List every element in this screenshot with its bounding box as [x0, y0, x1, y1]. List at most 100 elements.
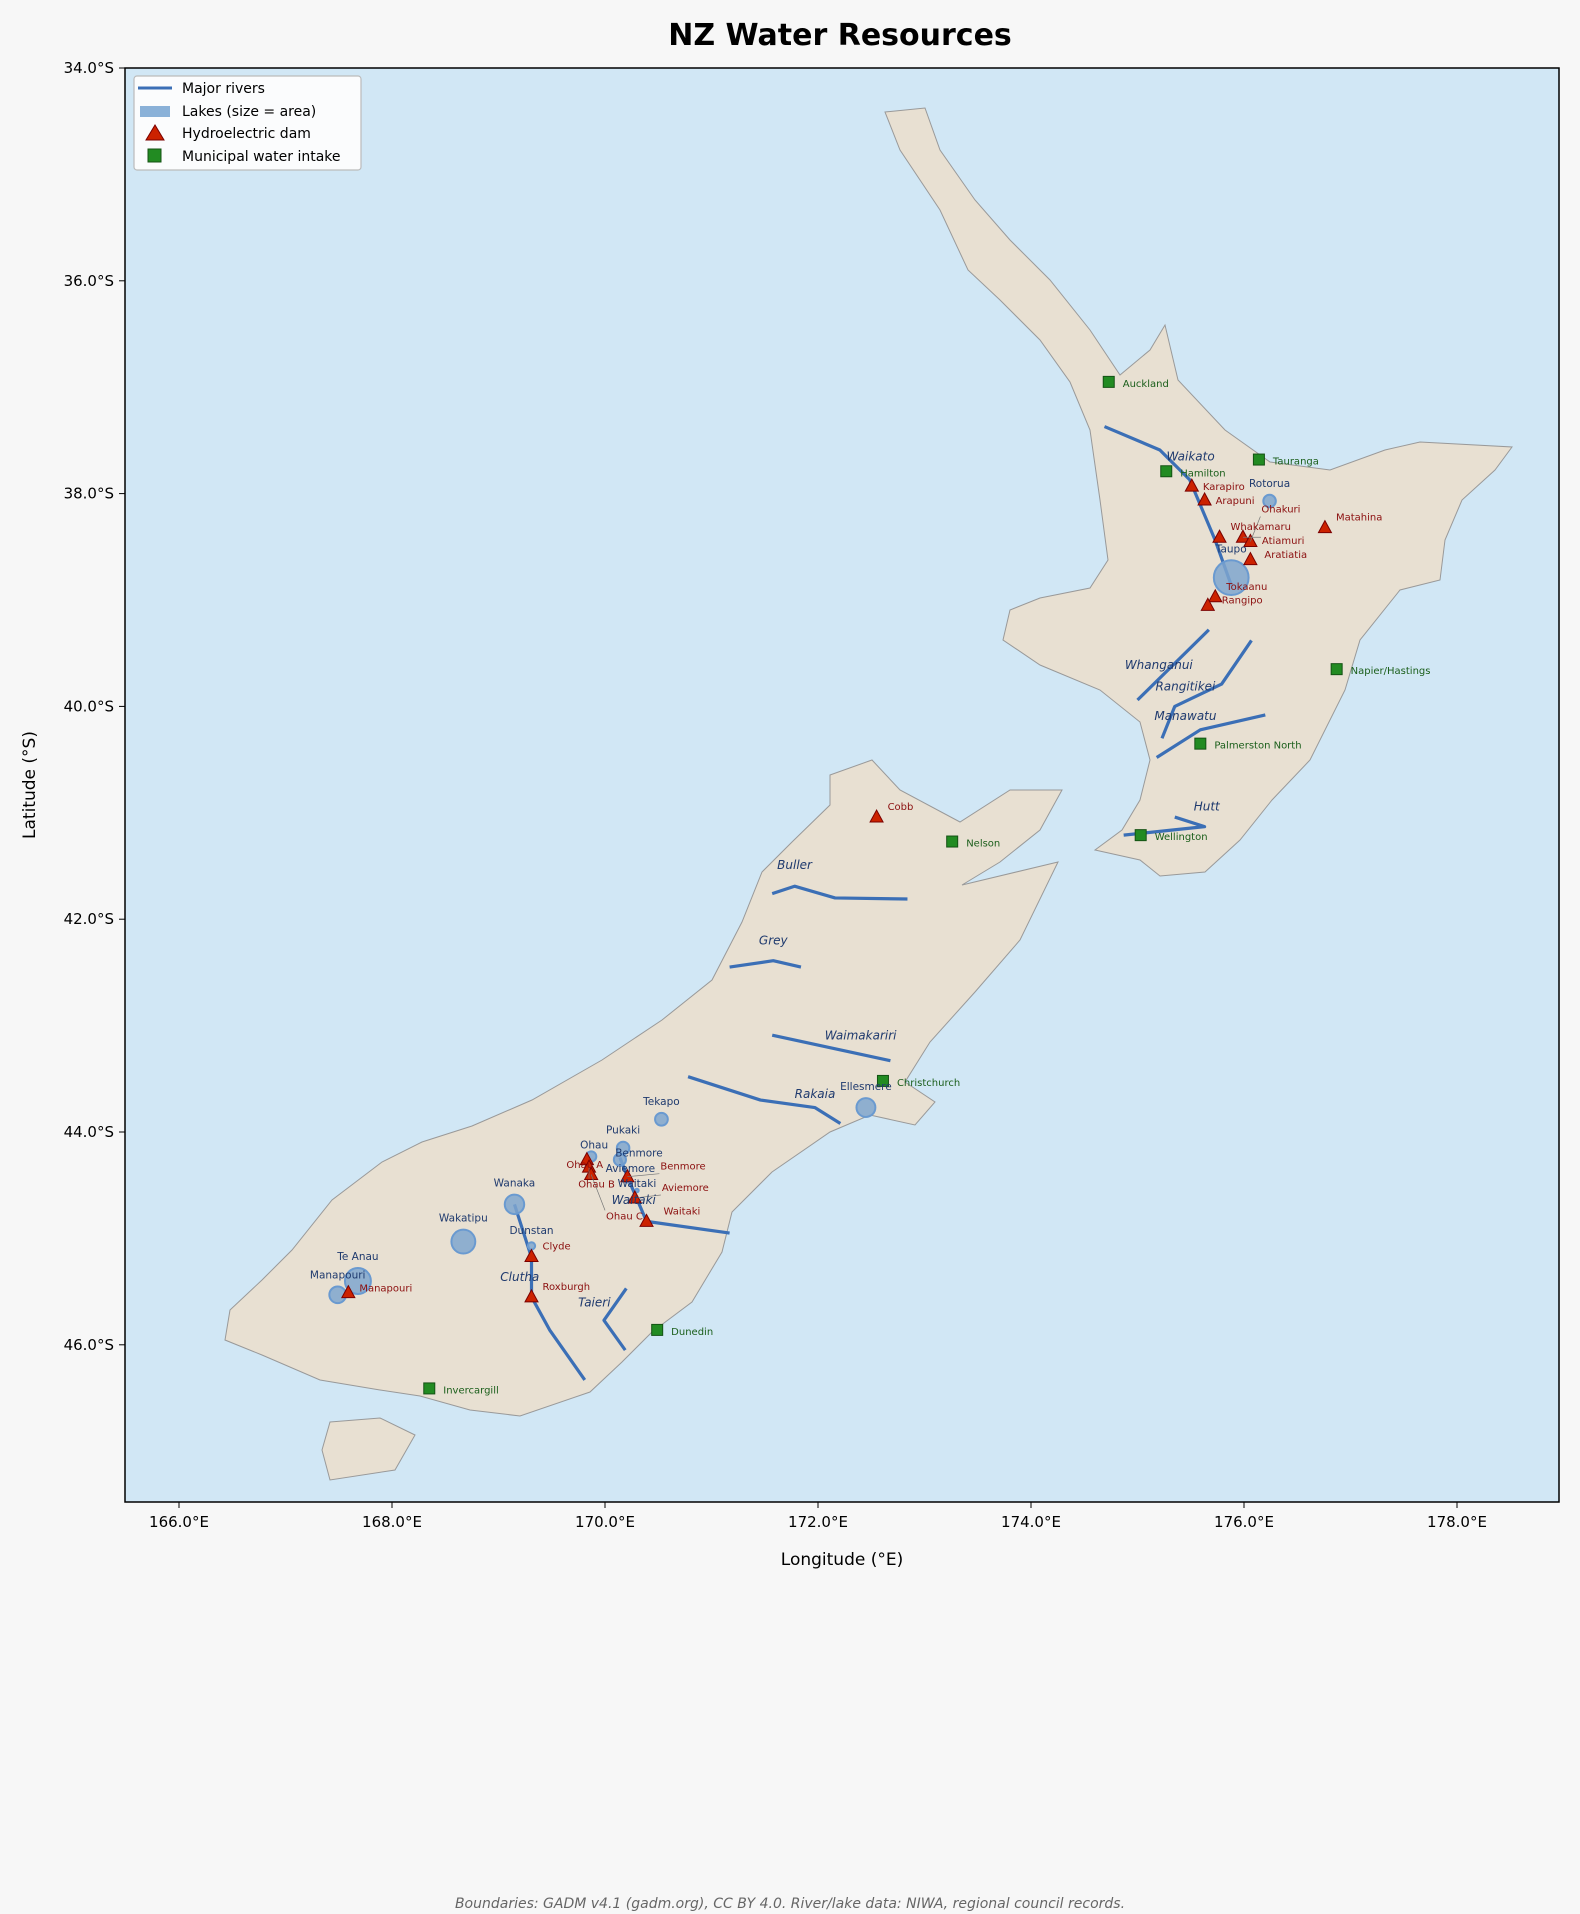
- dam-label: Cobb: [888, 802, 914, 813]
- dam-label: Karapiro: [1203, 482, 1245, 493]
- x-tick-label: 166.0°E: [149, 1513, 209, 1531]
- dam-marker: [1243, 551, 1258, 566]
- lake-label: Pukaki: [606, 1125, 640, 1137]
- axis-ticks: 166.0°E 168.0°E 170.0°E 172.0°E 174.0°E 176.0…: [64, 59, 1487, 1531]
- y-axis-label: Latitude (°S): [20, 731, 40, 839]
- intake-label: Nelson: [966, 839, 1000, 850]
- river-label: Whanganui: [1125, 658, 1194, 672]
- dam-label: Aviemore: [662, 1183, 709, 1194]
- lake-marker: [612, 1152, 627, 1167]
- river-hutt: [1123, 815, 1207, 837]
- lake-label: Taupo: [1215, 543, 1247, 555]
- x-tick-label: 176.0°E: [1214, 1513, 1274, 1531]
- lake-label: Waitaki: [618, 1178, 657, 1190]
- label-leader-line: [627, 1173, 660, 1178]
- x-tick-label: 172.0°E: [788, 1513, 848, 1531]
- river-label: Grey: [759, 934, 789, 948]
- legend: Major rivers Lakes (size = area) Hydroel…: [133, 75, 362, 171]
- dam-label: Tokaanu: [1225, 582, 1267, 593]
- intakes-layer: [423, 375, 1343, 1395]
- lake-label: Dunstan: [509, 1225, 553, 1237]
- dam-marker: [1235, 529, 1251, 543]
- dam-marker: [524, 1248, 539, 1262]
- dam-label: Matahina: [1336, 513, 1382, 524]
- intake-label: Dunedin: [671, 1327, 713, 1338]
- x-tick-label: 178.0°E: [1427, 1513, 1487, 1531]
- dam-marker: [639, 1213, 654, 1227]
- intake-marker: [1194, 737, 1207, 750]
- intake-label: Palmerston North: [1214, 741, 1301, 752]
- dam-marker: [524, 1288, 539, 1303]
- intake-marker: [946, 835, 959, 848]
- labels-layer: Auckland Hamilton Tauranga Napier/Hastings P…: [310, 379, 1431, 1397]
- lakes-layer: [328, 493, 1277, 1305]
- dam-label: Rangipo: [1222, 596, 1263, 607]
- land-layer: [224, 107, 1513, 1481]
- river-rangitikei: [1160, 639, 1253, 739]
- dams-layer: [340, 478, 1333, 1303]
- legend-lakes: Lakes (size = area): [182, 104, 316, 120]
- y-tick-label: 38.0°S: [64, 485, 114, 503]
- legend-box: [133, 75, 362, 171]
- river-label: Taieri: [578, 1295, 611, 1309]
- stewart-island: [321, 1417, 416, 1481]
- lake-marker: [343, 1266, 372, 1295]
- dam-marker: [1197, 491, 1212, 506]
- lake-marker: [503, 1193, 526, 1216]
- label-leader-line: [1250, 516, 1261, 542]
- intake-marker: [876, 1074, 889, 1087]
- dam-label: Clyde: [543, 1241, 571, 1252]
- intake-label: Wellington: [1155, 832, 1208, 843]
- x-tick-label: 170.0°E: [575, 1513, 635, 1531]
- intake-label: Tauranga: [1272, 457, 1319, 468]
- lake-label: Tekapo: [642, 1096, 680, 1108]
- lake-label: Benmore: [615, 1148, 663, 1160]
- dam-label: Atiamuri: [1262, 536, 1304, 547]
- intake-marker: [1160, 465, 1173, 478]
- map-title: NZ Water Resources: [668, 18, 1012, 53]
- river-label: Rangitikei: [1155, 679, 1216, 693]
- lake-label: Wakatipu: [439, 1213, 488, 1225]
- dam-marker: [583, 1166, 599, 1181]
- x-tick-label: 168.0°E: [362, 1513, 422, 1531]
- legend-dam-icon: [145, 124, 165, 141]
- lake-marker: [855, 1097, 877, 1118]
- river-waimakariri: [771, 1033, 891, 1063]
- intake-label: Hamilton: [1180, 468, 1225, 479]
- dam-label: Ohau A: [566, 1160, 603, 1171]
- dam-marker: [1184, 478, 1200, 492]
- lake-label: Rotorua: [1249, 478, 1290, 490]
- river-whanganui: [1136, 628, 1210, 702]
- rivers-layer: [512, 425, 1266, 1381]
- label-leader-line: [590, 1174, 606, 1211]
- label-leader-line: [634, 1194, 661, 1199]
- lake-marker: [654, 1111, 669, 1127]
- dam-marker: [1317, 519, 1333, 534]
- legend-intakes: Municipal water intake: [182, 149, 341, 165]
- river-rakaia: [687, 1075, 842, 1125]
- intake-label: Christchurch: [897, 1078, 960, 1089]
- legend-intake-icon: [147, 148, 162, 163]
- y-tick-label: 42.0°S: [64, 910, 114, 928]
- dam-label: Ohakuri: [1261, 504, 1300, 515]
- river-buller: [771, 884, 908, 901]
- label-leaders-layer: [588, 516, 1261, 1211]
- legend-rivers: Major rivers: [182, 81, 265, 97]
- intake-marker: [1330, 663, 1343, 676]
- river-label: Manawatu: [1154, 709, 1217, 723]
- dam-marker: [1243, 533, 1258, 547]
- river-grey: [729, 959, 802, 969]
- lake-label: Wanaka: [494, 1178, 536, 1190]
- dam-label: Manapouri: [359, 1284, 412, 1295]
- river-label: Hutt: [1194, 800, 1221, 814]
- river-label: Waitaki: [612, 1193, 657, 1207]
- lake-label: Manapouri: [310, 1269, 366, 1281]
- lake-marker: [1212, 559, 1250, 597]
- south-island: [224, 759, 1063, 1417]
- intake-label: Napier/Hastings: [1351, 666, 1431, 677]
- dam-label: Benmore: [660, 1162, 705, 1173]
- lake-marker: [450, 1228, 477, 1255]
- y-tick-label: 44.0°S: [64, 1123, 114, 1141]
- dam-marker: [627, 1189, 643, 1204]
- intake-marker: [1102, 375, 1115, 388]
